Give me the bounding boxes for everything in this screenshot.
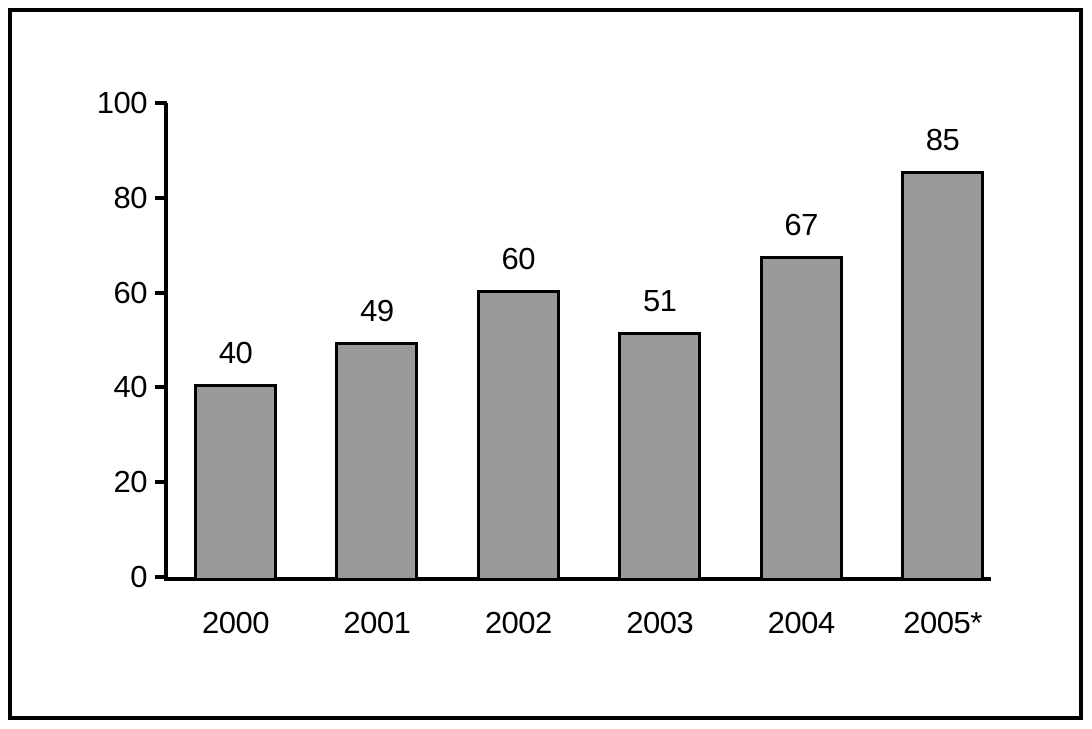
bar-value-label: 67 <box>784 207 818 243</box>
bar <box>901 171 984 581</box>
y-axis-tick <box>155 101 167 105</box>
bar <box>618 332 702 581</box>
y-axis <box>164 103 168 581</box>
x-axis-label: 2004 <box>767 605 835 640</box>
y-axis-tick <box>155 385 167 390</box>
x-axis <box>164 577 991 581</box>
bar <box>476 289 560 581</box>
bar-value-label: 40 <box>218 335 253 371</box>
x-axis-label: 2001 <box>343 605 411 640</box>
y-axis-tick <box>155 195 167 200</box>
x-axis-label: 2005* <box>903 605 982 640</box>
bar <box>194 384 277 581</box>
y-axis-tick-label: 20 <box>113 464 148 500</box>
y-axis-tick <box>155 575 167 579</box>
x-axis-label: 2002 <box>484 605 552 640</box>
y-axis-tick-label: 40 <box>113 369 148 405</box>
y-axis-tick <box>155 290 167 295</box>
bar-value-label: 60 <box>501 240 536 276</box>
outer-frame <box>8 8 1083 720</box>
x-axis-label: 2000 <box>202 605 269 640</box>
y-axis-tick-label: 80 <box>113 179 148 215</box>
bar <box>759 256 843 581</box>
y-axis-tick-label: 0 <box>130 559 147 594</box>
y-axis-tick <box>155 480 167 485</box>
bar <box>335 341 419 581</box>
y-axis-tick-label: 100 <box>96 85 148 120</box>
y-axis-tick-label: 60 <box>113 274 148 310</box>
bar-value-label: 49 <box>360 292 394 328</box>
bar-value-label: 85 <box>925 122 960 158</box>
bar-value-label: 51 <box>642 283 677 319</box>
x-axis-label: 2003 <box>626 605 694 640</box>
